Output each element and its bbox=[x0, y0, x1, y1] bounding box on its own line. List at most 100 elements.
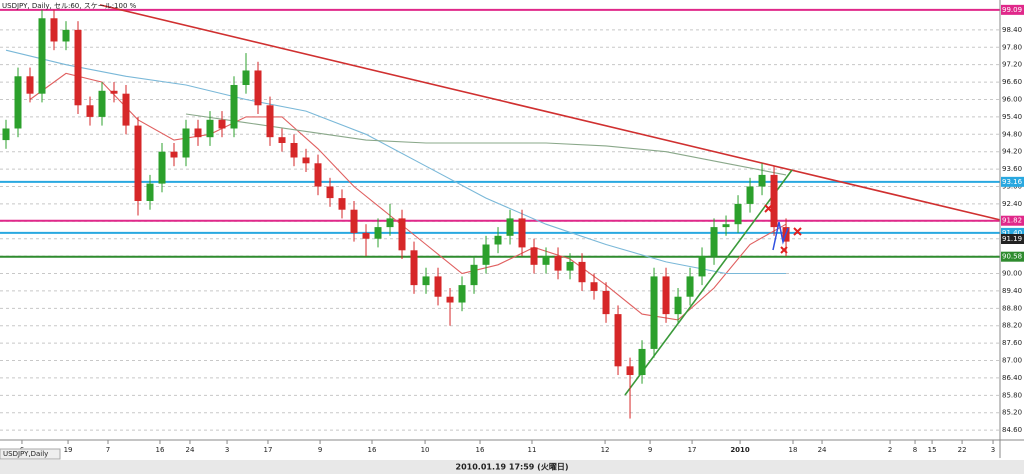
x-tick-label: 7 bbox=[106, 446, 110, 454]
y-tick-label: 92.40 bbox=[1002, 200, 1022, 208]
level-label-bg bbox=[1001, 251, 1024, 262]
candle-body bbox=[746, 186, 754, 204]
level-label: 91.40 bbox=[1002, 229, 1022, 237]
candle-body bbox=[422, 276, 430, 286]
y-tick-label: 88.20 bbox=[1002, 322, 1022, 330]
x-tick-label: 16 bbox=[156, 446, 165, 454]
candle-body bbox=[494, 235, 502, 245]
candle-body bbox=[530, 247, 538, 265]
x-tick-label: 16 bbox=[368, 446, 377, 454]
x-tick-label: 9 bbox=[318, 446, 322, 454]
candle-body bbox=[242, 70, 250, 85]
x-tick-label: 3 bbox=[225, 446, 229, 454]
chart-title: USDJPY, Daily, セル:60, スケール:100 % bbox=[2, 2, 137, 10]
candle-body bbox=[38, 18, 46, 94]
candle-body bbox=[758, 174, 766, 187]
candle-body bbox=[578, 261, 586, 283]
tab-label[interactable]: USDJPY,Daily bbox=[3, 450, 48, 458]
candle-body bbox=[338, 198, 346, 210]
x-tick-label: 11 bbox=[528, 446, 537, 454]
y-tick-label: 94.20 bbox=[1002, 148, 1022, 156]
candle-body bbox=[434, 276, 442, 297]
candle-body bbox=[74, 29, 82, 106]
moving-average bbox=[185, 113, 787, 176]
candle-body bbox=[290, 142, 298, 158]
candle-body bbox=[14, 76, 22, 129]
candle-body bbox=[362, 232, 370, 239]
moving-average bbox=[29, 72, 787, 321]
candle-body bbox=[278, 137, 286, 143]
trendline bbox=[624, 169, 793, 396]
candle-body bbox=[206, 119, 214, 138]
level-label: 91.82 bbox=[1002, 217, 1022, 225]
x-tick-label: 16 bbox=[476, 446, 485, 454]
last-price-bg bbox=[1001, 233, 1024, 244]
level-label: 90.58 bbox=[1002, 253, 1022, 261]
x-tick-label: 22 bbox=[958, 446, 967, 454]
y-tick-label: 86.40 bbox=[1002, 374, 1022, 382]
candle-body bbox=[314, 163, 322, 187]
y-tick-label: 87.60 bbox=[1002, 339, 1022, 347]
candle-body bbox=[662, 276, 670, 315]
last-price-label: 91.19 bbox=[1002, 235, 1022, 243]
candle-body bbox=[482, 244, 490, 265]
level-label-bg bbox=[1001, 215, 1024, 226]
y-tick-label: 98.40 bbox=[1002, 26, 1022, 34]
y-tick-label: 85.20 bbox=[1002, 409, 1022, 417]
x-tick-label: 10 bbox=[421, 446, 430, 454]
level-label: 93.16 bbox=[1002, 178, 1023, 186]
candle-body bbox=[122, 93, 130, 126]
candle-body bbox=[86, 105, 94, 117]
candle-body bbox=[458, 285, 466, 303]
candle-body bbox=[194, 128, 202, 138]
candle-body bbox=[698, 256, 706, 277]
moving-average bbox=[5, 49, 786, 275]
level-label-bg bbox=[1001, 4, 1024, 15]
candle-body bbox=[218, 119, 226, 129]
annotation-wave bbox=[772, 221, 789, 251]
candle-body bbox=[134, 125, 142, 202]
y-tick-label: 96.00 bbox=[1002, 95, 1022, 103]
candle-body bbox=[350, 209, 358, 233]
y-tick-label: 94.80 bbox=[1002, 130, 1022, 138]
candle-body bbox=[686, 276, 694, 297]
candle-body bbox=[98, 90, 106, 117]
y-tick-label: 93.60 bbox=[1002, 165, 1022, 173]
tab[interactable] bbox=[0, 448, 61, 460]
y-tick-label: 97.20 bbox=[1002, 61, 1022, 69]
candle-body bbox=[602, 290, 610, 315]
x-tick-label: 17 bbox=[264, 446, 273, 454]
candle-body bbox=[158, 151, 166, 184]
trendline bbox=[99, 4, 1001, 221]
candle-body bbox=[506, 218, 514, 236]
candle-body bbox=[2, 128, 10, 141]
candle-body bbox=[518, 218, 526, 248]
candle-body bbox=[266, 105, 274, 138]
candle-body bbox=[614, 314, 622, 367]
candle-body bbox=[710, 227, 718, 257]
x-tick-label: 18 bbox=[789, 446, 798, 454]
candle-body bbox=[554, 256, 562, 271]
candle-body bbox=[182, 128, 190, 158]
x-tick-label: 15 bbox=[928, 446, 937, 454]
candle-body bbox=[590, 282, 598, 291]
candle-body bbox=[650, 276, 658, 349]
y-tick-label: 89.40 bbox=[1002, 287, 1022, 295]
level-label: 99.09 bbox=[1002, 6, 1022, 14]
level-label-bg bbox=[1001, 227, 1024, 238]
y-tick-label: 96.60 bbox=[1002, 78, 1022, 86]
y-tick-label: 97.80 bbox=[1002, 43, 1022, 51]
candle-body bbox=[566, 261, 574, 271]
candle-body bbox=[62, 29, 70, 42]
candle-body bbox=[26, 76, 34, 94]
y-tick-label: 85.80 bbox=[1002, 391, 1022, 399]
x-tick-label: 8 bbox=[913, 446, 917, 454]
candle-body bbox=[638, 348, 646, 376]
x-tick-label: 2 bbox=[888, 446, 892, 454]
candle-body bbox=[50, 18, 58, 42]
y-tick-label: 87.00 bbox=[1002, 357, 1022, 365]
candle-body bbox=[722, 224, 730, 228]
x-tick-label: 3 bbox=[991, 446, 995, 454]
y-tick-label: 88.80 bbox=[1002, 304, 1022, 312]
